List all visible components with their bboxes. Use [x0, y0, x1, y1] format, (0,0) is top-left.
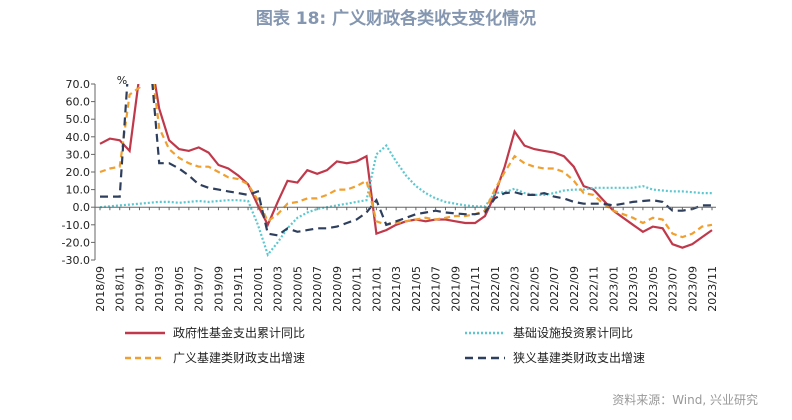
x-tick-label: 2022/05 — [528, 266, 541, 312]
x-tick-label: 2019/09 — [212, 266, 225, 312]
y-tick-label: 50.0 — [66, 113, 91, 126]
y-tick-label: -20.0 — [62, 236, 90, 249]
x-tick-label: 2022/01 — [489, 266, 502, 312]
legend-label: 基础设施投资累计同比 — [513, 325, 633, 340]
x-tick-label: 2019/05 — [173, 266, 186, 312]
x-tick-label: 2020/05 — [291, 266, 304, 312]
y-tick-label: 0.0 — [73, 201, 91, 214]
x-tick-label: 2022/11 — [588, 266, 601, 312]
y-tick-label: 20.0 — [66, 166, 91, 179]
x-tick-label: 2019/03 — [153, 266, 166, 312]
x-tick-label: 2021/03 — [390, 266, 403, 312]
x-tick-label: 2023/03 — [627, 266, 640, 312]
x-tick-label: 2022/03 — [509, 266, 522, 312]
y-tick-label: 70.0 — [66, 78, 91, 91]
x-tick-label: 2022/07 — [548, 266, 561, 312]
legend-label: 狭义基建类财政支出增速 — [513, 351, 645, 365]
series-line — [99, 84, 713, 249]
series-line — [99, 143, 712, 257]
x-tick-label: 2022/09 — [568, 266, 581, 312]
x-tick-label: 2018/09 — [94, 266, 107, 312]
x-tick-label: 2023/07 — [667, 266, 680, 312]
x-tick-label: 2023/05 — [647, 266, 660, 312]
x-tick-label: 2021/05 — [410, 266, 423, 312]
x-tick-label: 2021/09 — [449, 266, 462, 312]
plot-area — [99, 84, 713, 257]
chart-title: 图表 18: 广义财政各类收支变化情况 — [256, 8, 536, 29]
x-tick-label: 2020/07 — [311, 266, 324, 312]
x-tick-label: 2021/07 — [430, 266, 443, 312]
y-tick-label: 40.0 — [66, 131, 91, 144]
x-tick-label: 2023/09 — [686, 266, 699, 312]
series-line — [100, 84, 712, 237]
x-tick-label: 2021/01 — [370, 266, 383, 312]
y-tick-label: 10.0 — [66, 184, 91, 197]
x-tick-label: 2020/01 — [252, 266, 265, 312]
legend-label: 广义基建类财政支出增速 — [173, 351, 305, 365]
legend-label: 政府性基金支出累计同比 — [173, 325, 305, 340]
x-tick-label: 2023/11 — [706, 266, 719, 312]
x-tick-label: 2019/11 — [232, 266, 245, 312]
x-tick-label: 2019/07 — [193, 266, 206, 312]
x-tick-label: 2020/09 — [331, 266, 344, 312]
x-tick-label: 2020/11 — [351, 266, 364, 312]
x-tick-label: 2019/01 — [133, 266, 146, 312]
series-line — [99, 84, 713, 239]
unit-label: % — [117, 74, 127, 87]
x-tick-label: 2020/03 — [272, 266, 285, 312]
y-tick-label: 60.0 — [66, 96, 91, 109]
x-tick-label: 2023/01 — [607, 266, 620, 312]
source: 资料来源：Wind, 兴业研究 — [612, 392, 758, 407]
y-tick-label: 30.0 — [66, 148, 91, 161]
x-tick-label: 2021/11 — [469, 266, 482, 312]
y-tick-label: -10.0 — [62, 219, 90, 232]
y-tick-label: -30.0 — [62, 254, 90, 267]
x-tick-label: 2018/11 — [114, 266, 127, 312]
